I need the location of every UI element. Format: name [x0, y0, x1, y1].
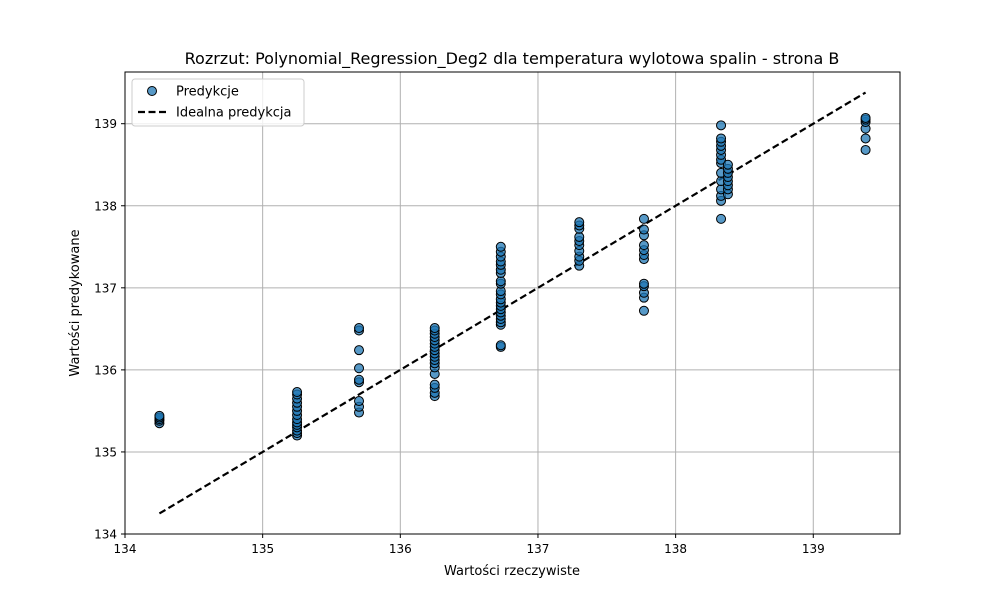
data-point	[860, 112, 871, 123]
data-point	[722, 159, 733, 170]
ticks: 134 135 136 137 138 139 134 135 136 137 138 139	[94, 117, 825, 556]
data-point	[495, 340, 506, 351]
data-point	[354, 374, 365, 385]
data-point	[860, 144, 871, 155]
x-axis-label: Wartości rzeczywiste	[444, 564, 580, 579]
legend: Predykcje Idealna predykcja	[131, 78, 305, 127]
data-point	[860, 133, 871, 144]
data-point	[638, 224, 649, 235]
y-tick-label: 137	[94, 281, 117, 295]
x-tick-label: 136	[389, 542, 412, 556]
y-tick-label: 138	[94, 199, 117, 213]
data-point	[574, 217, 585, 228]
data-point	[495, 276, 506, 287]
data-point	[429, 379, 440, 390]
x-tick-label: 135	[251, 542, 274, 556]
plot-frame	[124, 71, 901, 535]
data-point	[154, 410, 165, 421]
legend-box	[131, 78, 305, 127]
data-point	[354, 396, 365, 407]
points-layer	[154, 112, 871, 441]
data-point	[495, 241, 506, 252]
data-point	[292, 387, 303, 398]
data-point	[716, 133, 727, 144]
chart-title: Rozrzut: Polynomial_Regression_Deg2 dla …	[185, 49, 840, 69]
ideal-prediction-line	[158, 91, 867, 515]
legend-label-predykcje: Predykcje	[176, 85, 239, 100]
y-tick-label: 139	[94, 117, 117, 131]
y-axis-label: Wartości predykowane	[68, 229, 83, 376]
x-tick-label: 139	[802, 542, 825, 556]
legend-label-ideal: Idealna predykcja	[176, 106, 292, 121]
data-point	[354, 363, 365, 374]
data-point	[429, 323, 440, 334]
y-tick-label: 135	[94, 445, 117, 459]
data-point	[638, 213, 649, 224]
data-point	[574, 231, 585, 242]
x-tick-label: 137	[527, 542, 550, 556]
ideal-line-layer	[158, 91, 867, 515]
data-point	[638, 240, 649, 251]
data-point	[638, 278, 649, 289]
data-point	[354, 323, 365, 334]
x-tick-label: 134	[114, 542, 137, 556]
data-point	[716, 120, 727, 131]
data-point	[354, 345, 365, 356]
legend-marker-predykcje	[147, 86, 157, 96]
y-tick-label: 136	[94, 363, 117, 377]
x-tick-label: 138	[664, 542, 687, 556]
data-point	[716, 213, 727, 224]
y-tick-label: 134	[94, 528, 117, 542]
data-point	[638, 305, 649, 316]
